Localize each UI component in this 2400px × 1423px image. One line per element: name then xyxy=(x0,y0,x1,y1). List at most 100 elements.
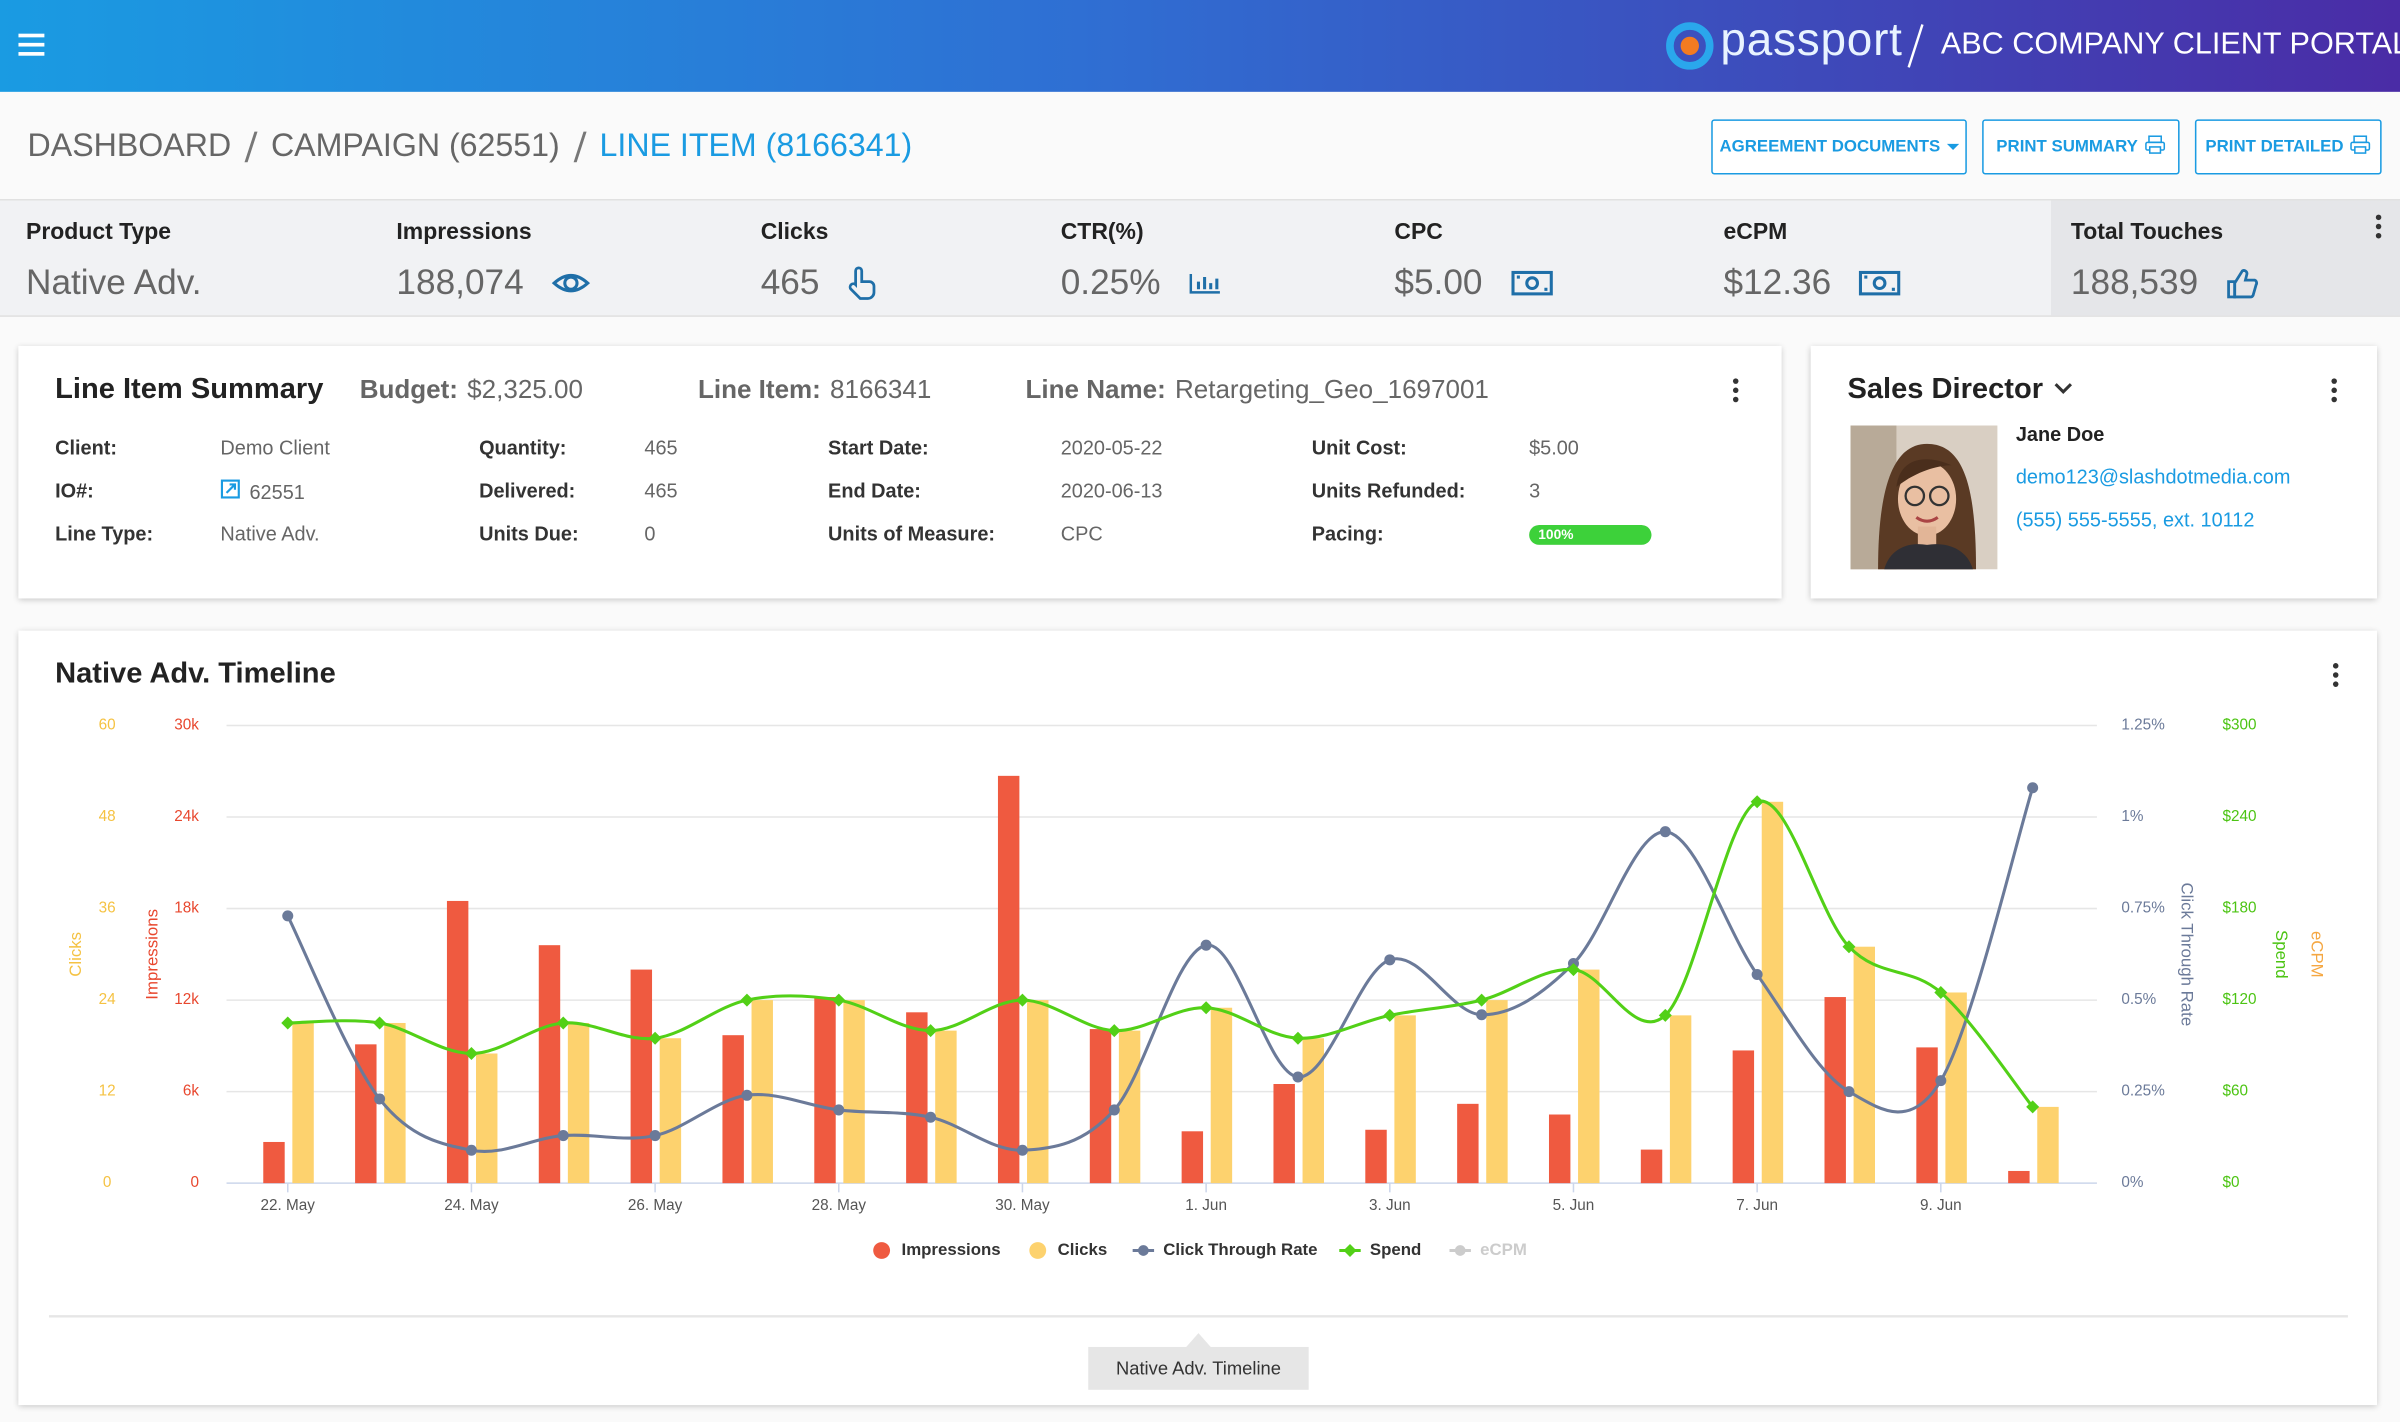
bar xyxy=(997,775,1020,1184)
bar xyxy=(2008,1170,2030,1184)
bar xyxy=(1916,1047,1938,1184)
field-label: Client: xyxy=(55,436,118,460)
legend-item[interactable]: Click Through Rate xyxy=(1132,1240,1318,1259)
bar xyxy=(1578,969,1600,1184)
metric-label: eCPM xyxy=(1723,218,1788,245)
point xyxy=(649,1130,661,1142)
bar xyxy=(1669,1015,1692,1184)
dropdown-caret xyxy=(1946,138,1959,156)
metric-value-row: Native Adv. xyxy=(26,262,201,303)
more-menu[interactable] xyxy=(2372,213,2384,241)
field-label: Line Name: xyxy=(1025,374,1166,405)
field-value: CPC xyxy=(1061,522,1103,545)
legend-label[interactable]: Clicks xyxy=(1058,1240,1108,1259)
metric-label: Product Type xyxy=(26,218,172,245)
metric-value: 465 xyxy=(760,261,820,302)
point xyxy=(465,1144,477,1156)
line-item-summary: Line Item Summary Budget: $2,325.00 Line I… xyxy=(18,345,1782,599)
logo-text: passport xyxy=(1720,15,1903,66)
timeline-card: Native Adv. Timeline Native Adv. Timelin… xyxy=(18,630,2378,1406)
value-text: 465 xyxy=(644,479,678,503)
field-label: Line Type: xyxy=(55,521,154,545)
metric-value: Native Adv. xyxy=(26,261,202,302)
y-tick-label: 0.25% xyxy=(2121,1083,2165,1100)
action-button[interactable]: AGREEMENT DOCUMENTS xyxy=(1711,119,1967,175)
action-button[interactable]: PRINT DETAILED xyxy=(2194,119,2382,175)
director-email[interactable]: demo123@slashdotmedia.com xyxy=(2015,465,2291,489)
legend-label[interactable]: eCPM xyxy=(1480,1240,1527,1259)
breadcrumb[interactable]: LINE ITEM (8166341) xyxy=(599,128,913,164)
navigator-tab[interactable] xyxy=(1088,1346,1309,1390)
action-button[interactable]: PRINT SUMMARY xyxy=(1982,119,2180,175)
field-label: Delivered: xyxy=(479,479,576,503)
field-value: 2020-05-22 xyxy=(1061,436,1163,459)
point xyxy=(1200,939,1212,951)
breadcrumb[interactable]: CAMPAIGN (62551) xyxy=(270,128,560,164)
bar xyxy=(1457,1103,1479,1184)
legend-item[interactable]: eCPM xyxy=(1449,1240,1527,1259)
bar xyxy=(1273,1084,1295,1184)
point xyxy=(1750,795,1764,809)
value-text: Native Adv. xyxy=(220,521,320,545)
more-menu[interactable] xyxy=(2332,663,2339,687)
button-label[interactable]: PRINT SUMMARY xyxy=(1996,137,2138,157)
legend-item[interactable]: Spend xyxy=(1339,1240,1421,1259)
pacing-track: 100% xyxy=(1529,524,1652,545)
point xyxy=(741,1089,753,1101)
bar xyxy=(1824,997,1846,1184)
dropdown-toggle[interactable] xyxy=(2053,380,2074,398)
legend-label[interactable]: Impressions xyxy=(902,1240,1001,1259)
bar xyxy=(659,1038,682,1184)
y-tick-label: $240 xyxy=(2222,808,2256,825)
more-menu[interactable] xyxy=(1730,377,1742,405)
bar xyxy=(1732,1050,1755,1184)
point xyxy=(833,1104,845,1116)
legend-label[interactable]: Spend xyxy=(1370,1240,1421,1259)
field-label: Quantity: xyxy=(479,436,567,460)
more-menu[interactable] xyxy=(2328,377,2340,405)
metric-value-row: 0.25% xyxy=(1061,262,1222,303)
bar xyxy=(843,1000,865,1184)
field-label: End Date: xyxy=(828,479,921,503)
legend-item[interactable]: Clicks xyxy=(1029,1240,1107,1259)
breadcrumb[interactable]: DASHBOARD xyxy=(27,128,232,164)
field-value: $5.00 xyxy=(1529,436,1579,459)
x-tick-label: 26. May xyxy=(628,1197,683,1214)
point xyxy=(1383,1008,1397,1022)
legend-symbol xyxy=(1454,1245,1466,1256)
director-phone[interactable]: (555) 555-5555, ext. 10112 xyxy=(2015,508,2255,532)
card-title: Line Item Summary xyxy=(55,373,324,406)
y-tick-label: 0% xyxy=(2121,1174,2144,1191)
point xyxy=(1199,1001,1213,1015)
button-label[interactable]: PRINT DETAILED xyxy=(2205,137,2344,157)
legend-label[interactable]: Click Through Rate xyxy=(1163,1240,1317,1259)
menu-button[interactable] xyxy=(18,31,46,59)
point xyxy=(648,1031,662,1045)
y-tick-label: 0 xyxy=(103,1174,112,1191)
y-tick-label: $60 xyxy=(2222,1083,2248,1100)
print-icon xyxy=(2144,135,2165,159)
navigator-label[interactable]: Native Adv. Timeline xyxy=(1116,1358,1281,1379)
bar xyxy=(1210,1007,1233,1184)
legend-item[interactable]: Impressions xyxy=(873,1240,1001,1259)
external-link-icon[interactable] xyxy=(220,479,240,503)
legend-symbol xyxy=(1343,1244,1357,1258)
axis-title: Click Through Rate xyxy=(2177,882,2196,1026)
y-tick-label: 1.25% xyxy=(2121,717,2165,734)
bar xyxy=(722,1035,744,1184)
field-value: 3 xyxy=(1529,479,1540,502)
legend-symbol xyxy=(873,1242,891,1259)
bar xyxy=(1181,1131,1204,1184)
card-title: Sales Director xyxy=(1847,373,2044,406)
bar xyxy=(263,1141,285,1184)
logo-icon xyxy=(1666,22,1714,70)
bar xyxy=(1394,1015,1416,1184)
point xyxy=(832,993,846,1007)
bar xyxy=(1027,1000,1049,1184)
field-label: Units Refunded: xyxy=(1311,479,1466,503)
y-tick-label: 0.5% xyxy=(2121,991,2156,1008)
point xyxy=(1291,1031,1305,1045)
field-label: Line Item: xyxy=(697,374,821,405)
button-label[interactable]: AGREEMENT DOCUMENTS xyxy=(1719,137,1941,157)
